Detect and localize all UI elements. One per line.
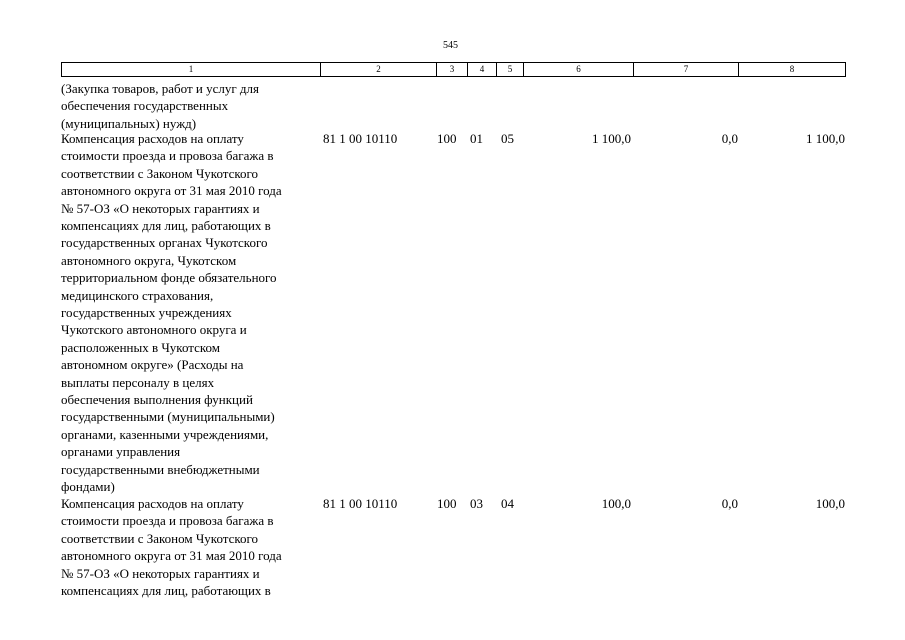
- row-text-line: Компенсация расходов на оплату: [61, 131, 244, 146]
- page-number: 545: [443, 40, 458, 51]
- row-text-line: № 57-ОЗ «О некоторых гарантиях и: [61, 565, 260, 581]
- row-text-line: органами управления: [61, 444, 181, 460]
- row-text-line: расположенных в Чукотском: [61, 339, 221, 355]
- header-cell: 2: [320, 62, 437, 77]
- row-cell: 81 1 00 10110: [323, 131, 398, 146]
- row-text-line: (Закупка товаров, работ и услуг для: [61, 81, 259, 96]
- row-text-line: соответствии с Законом Чукотского: [61, 530, 259, 546]
- row-text-line: автономном округе» (Расходы на: [61, 357, 244, 373]
- row-text-line: обеспечения государственных: [61, 98, 229, 114]
- row-text-line: медицинского страхования,: [61, 287, 214, 303]
- row-text-line: № 57-ОЗ «О некоторых гарантиях и: [61, 200, 260, 216]
- row-text-line: фондами): [61, 479, 115, 494]
- row-text-line: соответствии с Законом Чукотского: [61, 165, 259, 181]
- row-cell: 0,0: [721, 496, 738, 511]
- row-text-line: Чукотского автономного округа и: [61, 322, 247, 338]
- row-cell: 81 1 00 10110: [323, 496, 398, 511]
- row-text-line: автономного округа от 31 мая 2010 года: [61, 548, 282, 564]
- header-cell: 5: [496, 62, 524, 77]
- header-cell: 3: [436, 62, 468, 77]
- row-text-line: государственных органах Чукотского: [61, 235, 268, 251]
- header-cell: 8: [738, 62, 846, 77]
- row-text-line: (муниципальных) нужд): [61, 115, 197, 131]
- row-cell: 100,0: [601, 496, 631, 511]
- row-cell: 1 100,0: [806, 131, 845, 146]
- row-cell: 0,0: [721, 131, 738, 146]
- row-text-line: территориальном фонде обязательного: [61, 270, 277, 286]
- row-cell: 04: [501, 496, 514, 511]
- row-text-line: Компенсация расходов на оплату: [61, 496, 244, 511]
- row-cell: 100: [437, 131, 457, 146]
- header-cell: 6: [523, 62, 634, 77]
- row-text-line: государственных учреждениях: [61, 305, 232, 320]
- row-text-line: компенсациях для лиц, работающих в: [61, 583, 271, 598]
- header-cell: 1: [61, 62, 321, 77]
- row-cell: 01: [470, 131, 483, 146]
- row-cell: 03: [470, 496, 483, 511]
- row-cell: 100: [437, 496, 457, 511]
- header-cell: 4: [467, 62, 497, 77]
- row-text-line: государственными (муниципальными): [61, 409, 275, 425]
- row-text-line: обеспечения выполнения функций: [61, 392, 253, 407]
- row-text-line: автономного округа, Чукотском: [61, 252, 237, 268]
- row-cell: 100,0: [815, 496, 845, 511]
- row-text-line: органами, казенными учреждениями,: [61, 426, 269, 442]
- header-cell: 7: [633, 62, 739, 77]
- row-cell: 05: [501, 131, 514, 146]
- row-text-line: автономного округа от 31 мая 2010 года: [61, 183, 282, 199]
- row-text-line: стоимости проезда и провоза багажа в: [61, 513, 274, 529]
- row-cell: 1 100,0: [592, 131, 631, 146]
- row-text-line: государственными внебюджетными: [61, 461, 260, 477]
- row-text-line: выплаты персоналу в целях: [61, 374, 215, 390]
- row-text-line: компенсациях для лиц, работающих в: [61, 218, 271, 233]
- row-text-line: стоимости проезда и провоза багажа в: [61, 148, 274, 164]
